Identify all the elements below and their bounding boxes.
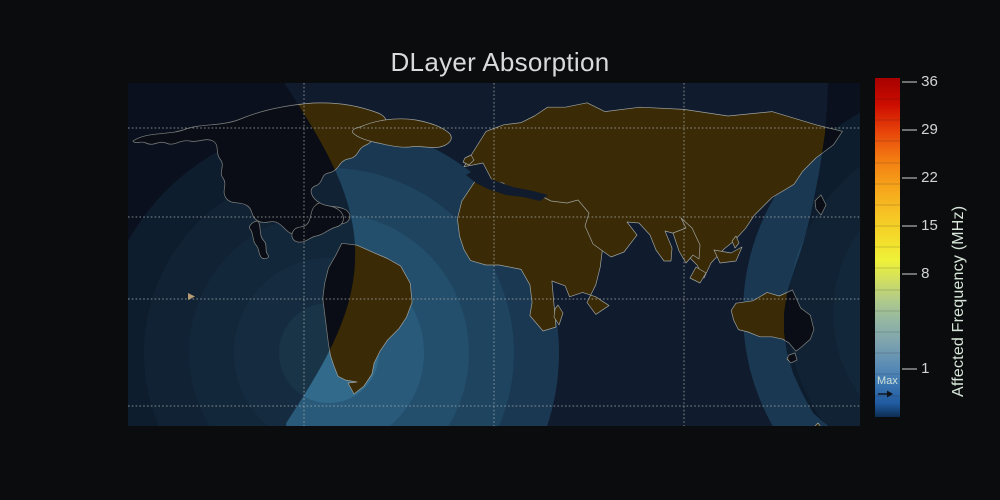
svg-text:Max: Max (877, 375, 898, 387)
